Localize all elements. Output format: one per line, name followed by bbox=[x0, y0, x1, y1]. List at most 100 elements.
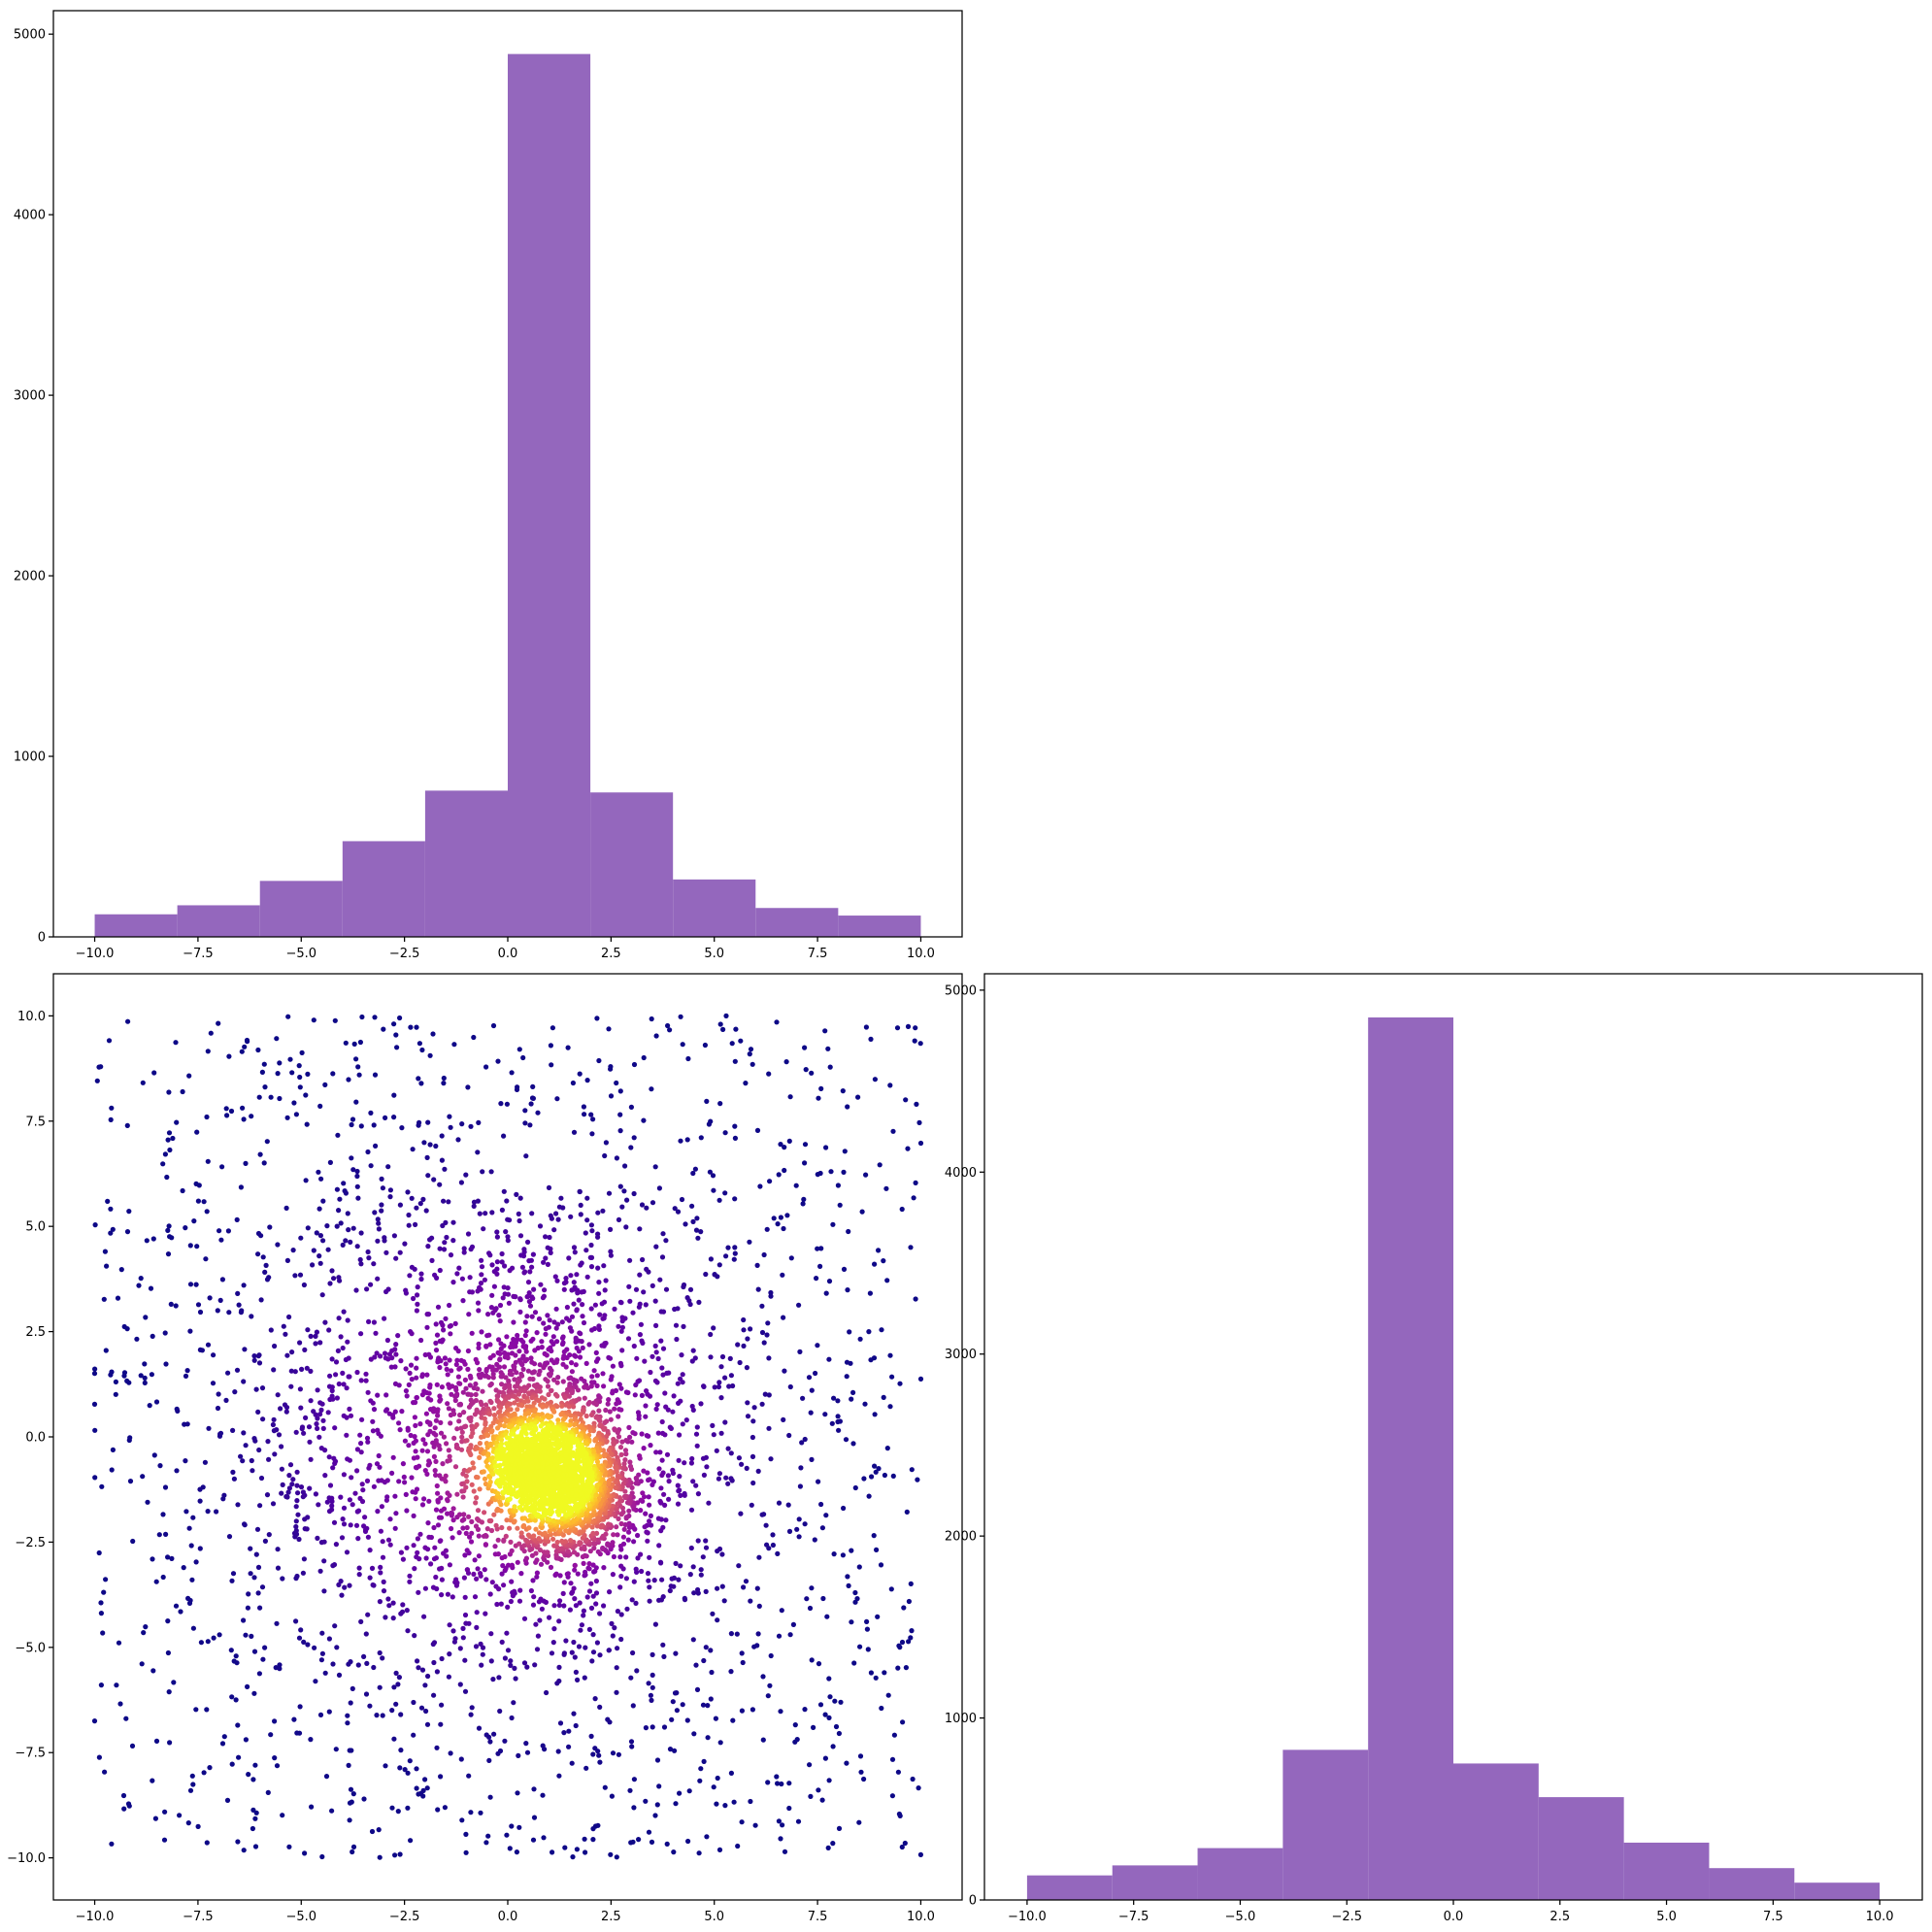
scatter-point bbox=[624, 1606, 630, 1612]
y-tick-label: 4000 bbox=[14, 209, 46, 223]
scatter-point bbox=[655, 1355, 661, 1362]
scatter-point bbox=[243, 1737, 249, 1743]
scatter-point bbox=[260, 1254, 266, 1260]
scatter-point bbox=[648, 1513, 654, 1518]
scatter-point bbox=[294, 1469, 300, 1475]
scatter-point bbox=[322, 1473, 328, 1479]
scatter-point bbox=[160, 1161, 166, 1167]
scatter-point bbox=[334, 1186, 340, 1192]
scatter-point bbox=[340, 1370, 346, 1376]
scatter-point bbox=[164, 1174, 170, 1181]
scatter-point bbox=[166, 1130, 173, 1136]
scatter-point bbox=[873, 1469, 879, 1475]
scatter-point bbox=[472, 1594, 479, 1600]
scatter-point bbox=[252, 1815, 258, 1821]
scatter-point bbox=[127, 1479, 134, 1484]
scatter-point bbox=[653, 1406, 659, 1412]
scatter-point bbox=[643, 1725, 650, 1731]
scatter-point bbox=[377, 1649, 383, 1656]
scatter-point bbox=[904, 1509, 910, 1515]
scatter-point bbox=[630, 1310, 636, 1316]
scatter-point bbox=[465, 1366, 471, 1372]
scatter-point bbox=[538, 1596, 544, 1602]
scatter-point bbox=[756, 1554, 762, 1560]
scatter-point bbox=[541, 1365, 547, 1371]
scatter-point bbox=[491, 1283, 497, 1289]
scatter-point bbox=[675, 1381, 681, 1386]
scatter-point bbox=[614, 1155, 620, 1161]
scatter-point bbox=[909, 1628, 915, 1634]
scatter-point bbox=[439, 1565, 445, 1571]
scatter-point bbox=[340, 1345, 346, 1351]
scatter-point bbox=[618, 1636, 624, 1643]
scatter-point bbox=[262, 1084, 268, 1090]
scatter-point bbox=[495, 1490, 501, 1496]
scatter-point bbox=[826, 1778, 832, 1783]
scatter-point bbox=[411, 1543, 416, 1549]
scatter-point bbox=[235, 1290, 241, 1296]
scatter-point bbox=[500, 1400, 506, 1407]
scatter-point bbox=[183, 1373, 189, 1379]
scatter-point bbox=[583, 1413, 589, 1419]
scatter-point bbox=[768, 1456, 774, 1462]
scatter-point bbox=[563, 1638, 569, 1644]
scatter-point bbox=[581, 1104, 587, 1110]
scatter-point bbox=[465, 1231, 472, 1237]
scatter-point bbox=[802, 1045, 808, 1050]
scatter-point bbox=[456, 1265, 462, 1271]
scatter-point bbox=[322, 1082, 328, 1087]
scatter-point bbox=[118, 1267, 124, 1273]
scatter-point bbox=[587, 1428, 593, 1434]
scatter-point bbox=[767, 1682, 773, 1688]
scatter-point bbox=[329, 1503, 335, 1509]
scatter-point bbox=[593, 1590, 600, 1596]
scatter-point bbox=[617, 1543, 624, 1549]
scatter-point bbox=[447, 1651, 452, 1657]
scatter-point bbox=[616, 1751, 622, 1757]
scatter-point bbox=[353, 1056, 359, 1062]
scatter-point bbox=[470, 1460, 476, 1466]
scatter-point bbox=[191, 1218, 197, 1224]
scatter-point bbox=[755, 1468, 761, 1474]
scatter-point bbox=[368, 1110, 374, 1116]
scatter-point bbox=[430, 1031, 436, 1037]
scatter-point bbox=[343, 1040, 349, 1046]
scatter-point bbox=[531, 1594, 537, 1600]
scatter-point bbox=[866, 1329, 872, 1335]
scatter-point bbox=[799, 1440, 805, 1446]
scatter-point bbox=[595, 1265, 601, 1271]
scatter-point bbox=[660, 1642, 666, 1648]
scatter-point bbox=[162, 1809, 168, 1815]
scatter-point bbox=[590, 1593, 596, 1599]
scatter-point bbox=[187, 1282, 194, 1287]
scatter-point bbox=[640, 1490, 646, 1496]
scatter-point bbox=[248, 1546, 253, 1551]
scatter-point bbox=[778, 1142, 783, 1148]
scatter-point bbox=[400, 1602, 406, 1608]
scatter-point bbox=[794, 1526, 800, 1532]
scatter-point bbox=[458, 1756, 464, 1762]
scatter-point bbox=[389, 1470, 395, 1476]
scatter-point bbox=[296, 1063, 302, 1069]
scatter-point bbox=[249, 1633, 254, 1639]
scatter-point bbox=[284, 1352, 290, 1358]
scatter-point bbox=[739, 1708, 746, 1714]
scatter-point bbox=[102, 1249, 108, 1254]
scatter-point bbox=[537, 1617, 543, 1623]
scatter-point bbox=[472, 1412, 478, 1417]
scatter-point bbox=[313, 1333, 318, 1339]
scatter-point bbox=[826, 1279, 833, 1284]
scatter-point bbox=[201, 1770, 207, 1776]
scatter-point bbox=[501, 1423, 508, 1429]
scatter-point bbox=[280, 1482, 285, 1487]
scatter-point bbox=[663, 1238, 669, 1244]
scatter-point bbox=[649, 1086, 654, 1092]
scatter-point bbox=[711, 1187, 716, 1193]
scatter-point bbox=[559, 1335, 566, 1341]
scatter-point bbox=[416, 1041, 422, 1047]
scatter-point bbox=[560, 1355, 566, 1361]
scatter-point bbox=[304, 1121, 310, 1127]
scatter-point bbox=[732, 1196, 738, 1202]
scatter-point bbox=[675, 1482, 681, 1488]
scatter-point bbox=[214, 1509, 219, 1515]
